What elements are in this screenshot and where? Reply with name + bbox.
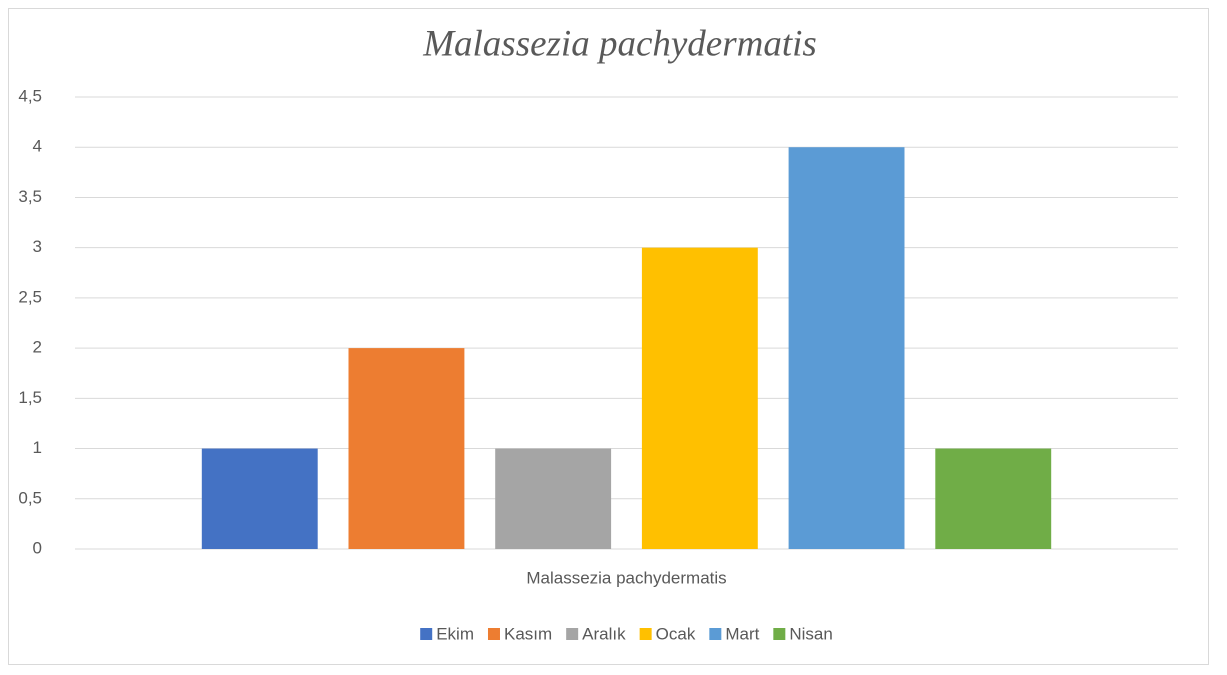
legend-swatch bbox=[487, 628, 500, 640]
chart-title: Malassezia pachydermatis bbox=[422, 23, 817, 64]
legend-label: Ekim bbox=[436, 624, 474, 643]
bar bbox=[201, 448, 318, 549]
legend-swatch bbox=[773, 628, 786, 640]
legend-swatch bbox=[566, 628, 579, 640]
bar bbox=[495, 448, 612, 549]
x-tick-label: Malassezia pachydermatis bbox=[526, 568, 726, 587]
bar bbox=[935, 448, 1052, 549]
bar bbox=[348, 348, 465, 549]
y-tick-label: 3,5 bbox=[18, 187, 42, 206]
legend-label: Nisan bbox=[789, 624, 832, 643]
legend-label: Mart bbox=[725, 624, 759, 643]
y-tick-label: 1,5 bbox=[18, 388, 42, 407]
y-tick-label: 2,5 bbox=[18, 287, 42, 306]
y-tick-label: 1 bbox=[33, 438, 42, 457]
chart-border bbox=[8, 8, 1209, 665]
y-tick-label: 0 bbox=[33, 538, 42, 557]
legend-swatch bbox=[639, 628, 652, 640]
legend-label: Aralık bbox=[582, 624, 626, 643]
y-tick-label: 4 bbox=[33, 137, 42, 156]
y-tick-label: 0,5 bbox=[18, 488, 42, 507]
y-tick-label: 3 bbox=[33, 237, 42, 256]
legend-label: Ocak bbox=[656, 624, 696, 643]
bar bbox=[788, 147, 905, 549]
legend-swatch bbox=[420, 628, 433, 640]
y-tick-label: 4,5 bbox=[18, 86, 42, 105]
legend-label: Kasım bbox=[504, 624, 552, 643]
bar bbox=[641, 247, 758, 549]
y-tick-label: 2 bbox=[33, 338, 42, 357]
legend-swatch bbox=[709, 628, 722, 640]
